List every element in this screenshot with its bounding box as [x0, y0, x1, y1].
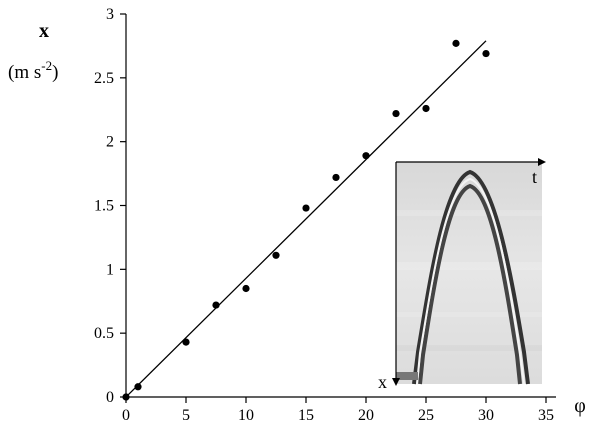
data-point [362, 152, 370, 160]
axes: 00.511.522.530 5 10 15 20 25 30 35 [94, 6, 556, 424]
y-tick-label: 3 [106, 6, 114, 23]
y-axis-unit-base: (m s [8, 62, 41, 83]
data-point [212, 301, 220, 309]
inset-trajectory-outer [412, 169, 530, 385]
fit-line-group [125, 40, 487, 398]
y-tick-label: 2 [106, 134, 114, 151]
data-point [242, 284, 250, 293]
data-point [392, 109, 400, 118]
x-tick-label: 25 [418, 407, 434, 424]
inset-baseline-mark [396, 372, 418, 380]
inset-texture-band [396, 312, 542, 317]
data-point [482, 49, 490, 58]
data-point [332, 173, 340, 182]
inset-x-arrow [392, 378, 400, 386]
inset-t-label: t [532, 167, 537, 187]
y-axis-unit-close: ) [52, 62, 58, 83]
data-point [134, 383, 142, 391]
y-tick-label: 0.5 [94, 325, 114, 342]
data-point [302, 204, 310, 212]
x-tick-label: 10 [238, 407, 254, 424]
inset-trajectory-inner [418, 183, 522, 385]
inset-trajectory-highlight [416, 177, 525, 385]
y-axis-unit-exponent: -2 [41, 58, 52, 73]
y-axis-unit: (m s-2) [8, 58, 58, 83]
x-axis-label: φ [574, 395, 586, 417]
y-tick-label: 0 [106, 389, 114, 406]
inset-texture [396, 210, 542, 351]
data-points [122, 39, 490, 401]
inset-x-label: x [378, 372, 387, 392]
y-tick-label: 1.5 [94, 198, 114, 215]
inset-t-arrow [538, 158, 546, 166]
x-tick-label: 0 [122, 407, 130, 424]
data-point [182, 338, 190, 346]
data-point [452, 39, 460, 47]
x-tick-label: 30 [478, 407, 494, 424]
x-tick-label: 15 [298, 407, 314, 424]
x-tick-label: 20 [358, 407, 374, 424]
data-point [272, 251, 280, 259]
inset-texture-band [396, 262, 542, 270]
y-tick-label: 1 [106, 261, 114, 278]
inset: t x [378, 158, 546, 392]
x-tick-label: 5 [182, 407, 190, 424]
data-point [422, 104, 430, 113]
y-axis-label: x [39, 20, 49, 42]
x-tick-label: 35 [538, 407, 554, 424]
y-tick-label: 2.5 [94, 70, 114, 87]
inset-texture-band [396, 210, 542, 216]
fit-line [125, 40, 487, 398]
data-point [122, 393, 130, 401]
inset-texture-band [396, 345, 542, 351]
